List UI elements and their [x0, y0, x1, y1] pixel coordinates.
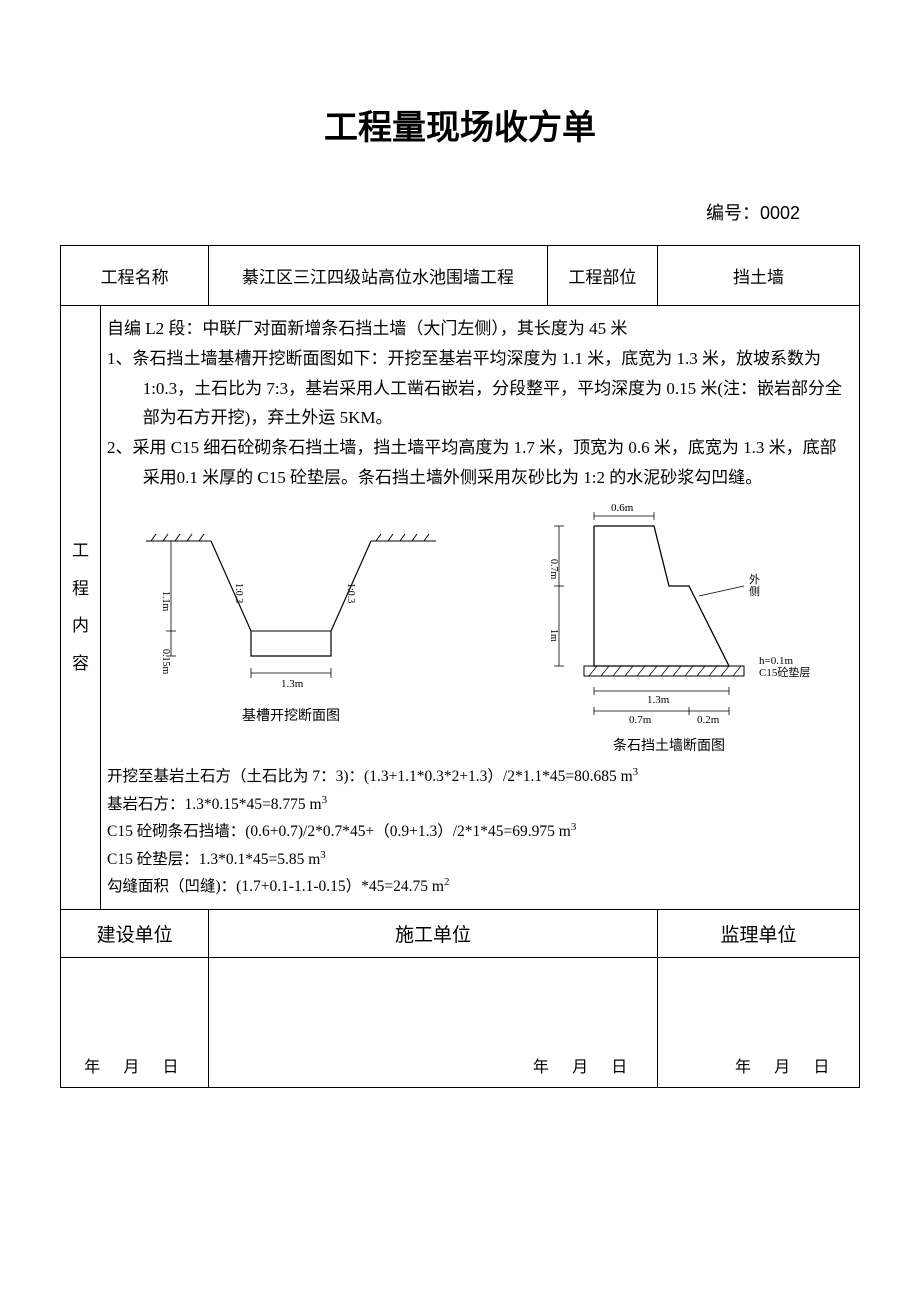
vlabel-char3: 内	[72, 616, 89, 635]
d2-0-7m: 0.7m	[548, 559, 559, 580]
d1-slope-l: 1:0.3	[233, 583, 244, 603]
desc-block: 自编 L2 段：中联厂对面新增条石挡土墙（大门左侧），其长度为 45 米 1、条…	[107, 314, 853, 493]
diagram1-caption: 基槽开挖断面图	[107, 705, 475, 730]
sig-date1: 年 月 日	[61, 957, 209, 1087]
desc-item1: 1、条石挡土墙基槽开挖断面图如下：开挖至基岩平均深度为 1.1 米，底宽为 1.…	[107, 344, 853, 433]
proj-part-label: 工程部位	[547, 246, 657, 306]
calc-l3: C15 砼砌条石挡墙：(0.6+0.7)/2*0.7*45+（0.9+1.3）/…	[107, 818, 853, 846]
d2-1-3m: 1.3m	[647, 694, 670, 706]
vlabel-char2: 程	[72, 579, 89, 598]
sig-col3-label: 监理单位	[657, 909, 859, 957]
diagram1-box: 1.1m 0.15m 1:0.3 1:0.3 1.3m 基槽开挖断面图	[107, 501, 475, 760]
proj-name-label: 工程名称	[61, 246, 209, 306]
sig-col1-label: 建设单位	[61, 909, 209, 957]
vlabel-char4: 容	[72, 654, 89, 673]
calc-l4: C15 砼垫层：1.3*0.1*45=5.85 m3	[107, 846, 853, 874]
content-cell: 自编 L2 段：中联厂对面新增条石挡土墙（大门左侧），其长度为 45 米 1、条…	[101, 306, 860, 910]
serial-label: 编号：	[706, 203, 760, 223]
calc-l5: 勾缝面积（凹缝)：(1.7+0.1-1.1-0.15）*45=24.75 m2	[107, 873, 853, 901]
d2-0-6m: 0.6m	[611, 502, 634, 514]
d1-1-1m: 1.1m	[160, 591, 171, 612]
calc-l2: 基岩石方：1.3*0.15*45=8.775 m3	[107, 791, 853, 819]
diagram1-svg: 1.1m 0.15m 1:0.3 1:0.3 1.3m	[126, 501, 456, 701]
vlabel-char1: 工	[72, 541, 89, 560]
d2-0-7m-b: 0.7m	[629, 714, 652, 726]
diagram2-box: 0.6m	[485, 501, 853, 760]
d1-0-15m: 0.15m	[160, 649, 171, 675]
serial-no: 0002	[760, 203, 800, 223]
proj-name: 綦江区三江四级站高位水池围墙工程	[209, 246, 548, 306]
d1-slope-r: 1:0.3	[345, 583, 356, 603]
page-title: 工程量现场收方单	[60, 100, 860, 149]
d1-1-3m: 1.3m	[281, 678, 304, 690]
sig-date-row: 年 月 日 年 月 日 年 月 日	[61, 957, 860, 1087]
diagram2-svg: 0.6m	[499, 501, 839, 731]
desc-line0: 自编 L2 段：中联厂对面新增条石挡土墙（大门左侧），其长度为 45 米	[107, 314, 853, 344]
content-vlabel: 工 程 内 容	[61, 306, 101, 910]
calc-l1: 开挖至基岩土石方（土石比为 7：3)：(1.3+1.1*0.3*2+1.3）/2…	[107, 763, 853, 791]
d2-outside-l2: 侧	[749, 585, 760, 598]
d2-bed-l2: C15砼垫层	[759, 665, 810, 679]
main-table: 工程名称 綦江区三江四级站高位水池围墙工程 工程部位 挡土墙 工 程 内 容 自…	[60, 245, 860, 1088]
calc-block: 开挖至基岩土石方（土石比为 7：3)：(1.3+1.1*0.3*2+1.3）/2…	[107, 763, 853, 901]
serial-line: 编号：0002	[60, 199, 860, 225]
d2-outside-l1: 外	[749, 573, 760, 586]
header-row: 工程名称 綦江区三江四级站高位水池围墙工程 工程部位 挡土墙	[61, 246, 860, 306]
d2-0-2m: 0.2m	[697, 714, 720, 726]
sig-date3: 年 月 日	[657, 957, 859, 1087]
sig-col2-label: 施工单位	[209, 909, 658, 957]
diagram2-caption: 条石挡土墙断面图	[485, 735, 853, 760]
content-row: 工 程 内 容 自编 L2 段：中联厂对面新增条石挡土墙（大门左侧），其长度为 …	[61, 306, 860, 910]
d2-bed-l1: h=0.1m	[759, 655, 793, 667]
sig-date2: 年 月 日	[209, 957, 658, 1087]
desc-item2: 2、采用 C15 细石砼砌条石挡土墙，挡土墙平均高度为 1.7 米，顶宽为 0.…	[107, 433, 853, 493]
d2-1m: 1m	[548, 629, 559, 642]
sig-header-row: 建设单位 施工单位 监理单位	[61, 909, 860, 957]
diagrams-row: 1.1m 0.15m 1:0.3 1:0.3 1.3m 基槽开挖断面图	[107, 501, 853, 760]
proj-part: 挡土墙	[657, 246, 859, 306]
